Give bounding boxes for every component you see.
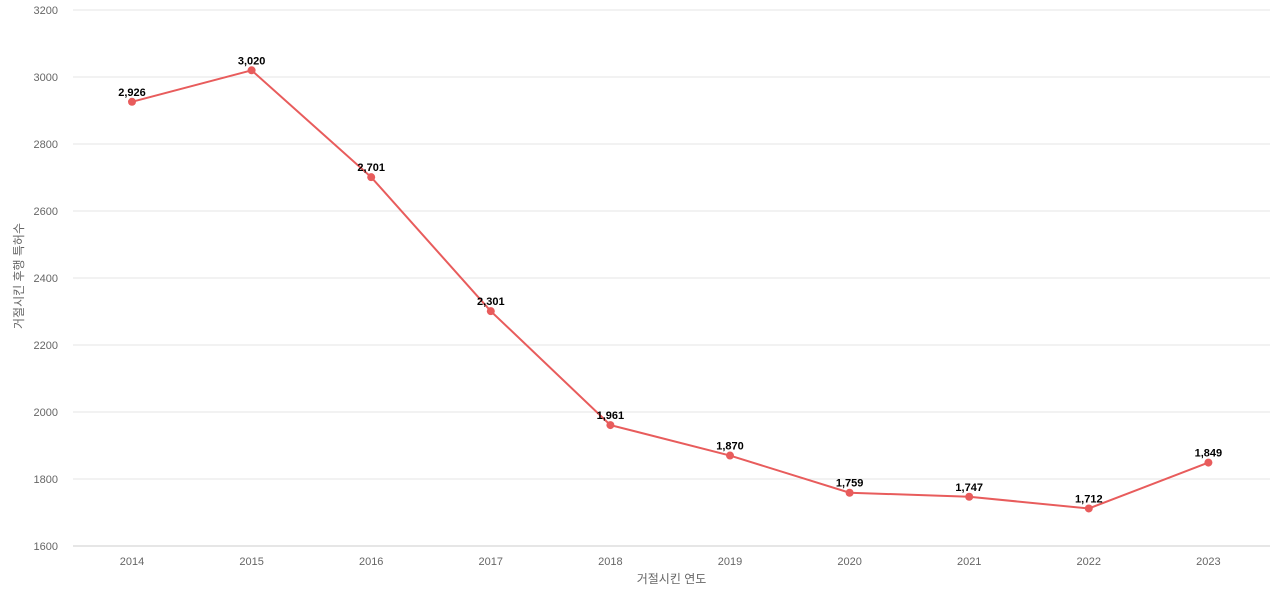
y-tick-label: 1800	[34, 474, 58, 486]
x-tick-label: 2014	[120, 556, 144, 568]
x-axis-ticks: 2014 2015 2016 2017 2018 2019 2020 2021 2022 2023	[120, 556, 1221, 568]
y-tick-label: 1600	[34, 541, 58, 553]
data-label: 2,926	[118, 87, 146, 99]
data-point	[1204, 458, 1213, 467]
y-tick-label: 3200	[34, 5, 58, 17]
x-tick-label: 2018	[598, 556, 622, 568]
data-point	[726, 451, 734, 460]
data-point	[486, 307, 495, 316]
x-tick-label: 2015	[239, 556, 263, 568]
data-label: 2,701	[357, 162, 385, 174]
x-tick-label: 2016	[359, 556, 383, 568]
data-label: 1,870	[716, 441, 744, 453]
data-label: 2,301	[477, 296, 505, 308]
x-tick-label: 2020	[837, 556, 861, 568]
data-label: 3,020	[238, 55, 266, 67]
data-point	[606, 421, 615, 430]
data-label: 1,849	[1195, 448, 1223, 460]
data-label: 1,712	[1075, 493, 1103, 505]
data-point	[367, 173, 376, 182]
data-point	[845, 488, 854, 497]
y-tick-label: 2000	[34, 407, 58, 419]
data-label: 1,747	[955, 482, 983, 494]
y-tick-label: 2600	[34, 206, 58, 218]
y-axis-title: 거절시킨 후행 특허수	[11, 223, 26, 329]
data-label: 1,961	[597, 410, 625, 422]
series-line	[131, 69, 1209, 510]
y-tick-label: 2200	[34, 340, 58, 352]
x-tick-label: 2019	[718, 556, 742, 568]
x-tick-label: 2021	[957, 556, 981, 568]
y-axis-ticks: 1600 1800 2000 2200 2400 2600 2800 3000 3200	[34, 5, 58, 553]
data-point	[247, 66, 256, 75]
data-labels: 2,926 3,020 2,701 2,301 1,961 1,870 1,759 1,747…	[118, 55, 1222, 505]
data-point	[965, 492, 974, 501]
series	[128, 66, 1213, 513]
y-tick-label: 3000	[34, 72, 58, 84]
x-tick-label: 2022	[1077, 556, 1101, 568]
grid-lines	[73, 9, 1270, 480]
x-axis-title: 거절시킨 연도	[637, 572, 707, 586]
y-tick-label: 2400	[34, 273, 58, 285]
data-label: 1,759	[836, 478, 864, 490]
y-tick-label: 2800	[34, 139, 58, 151]
data-point	[128, 97, 136, 106]
x-tick-label: 2017	[479, 556, 503, 568]
x-tick-label: 2023	[1196, 556, 1220, 568]
data-point	[1084, 504, 1093, 513]
